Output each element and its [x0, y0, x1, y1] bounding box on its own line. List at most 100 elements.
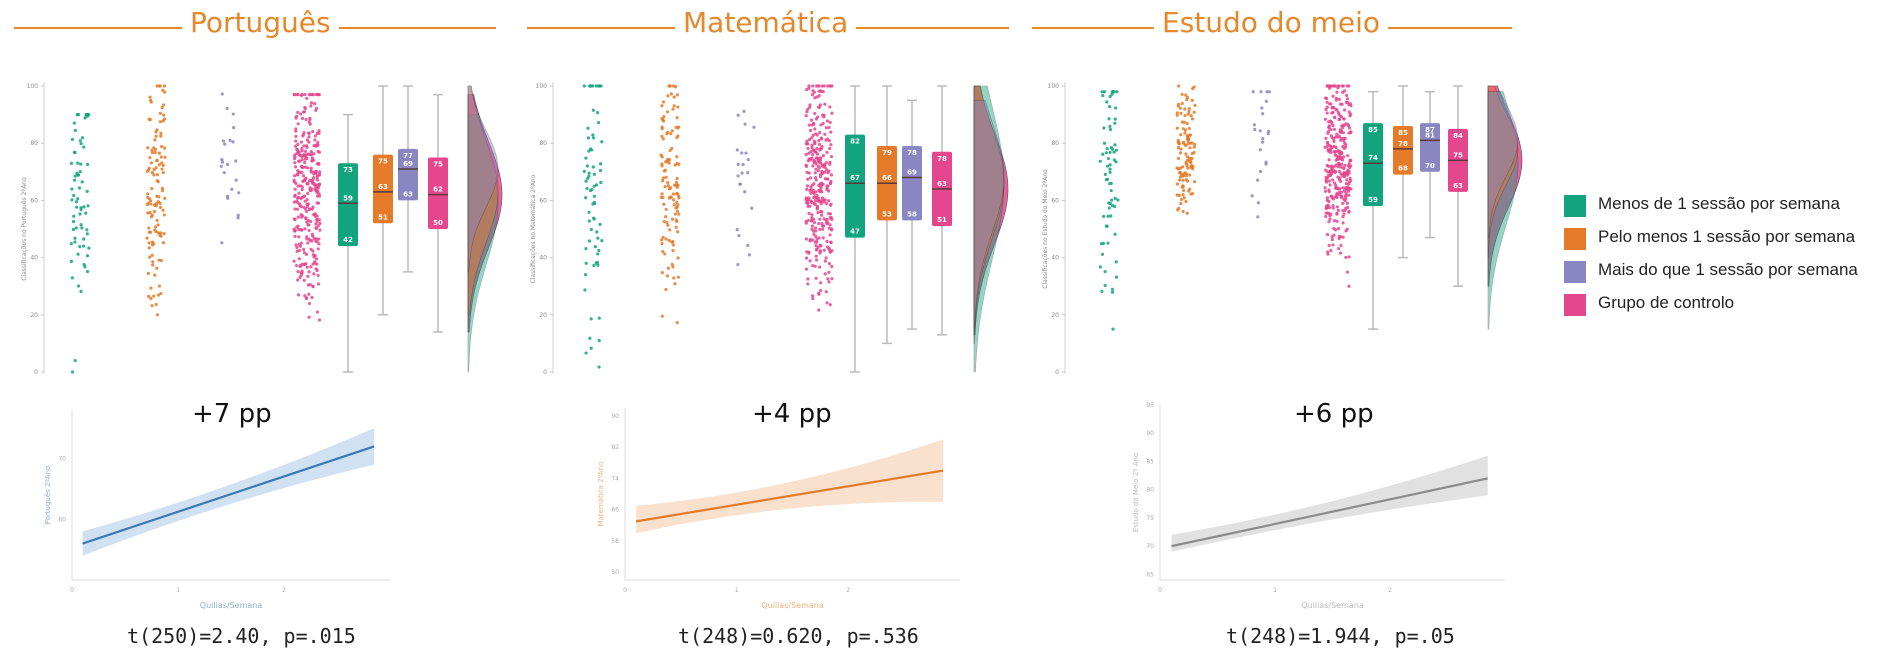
data-point [811, 133, 815, 137]
data-point [1331, 169, 1335, 174]
data-point [597, 339, 601, 343]
panel-title-estudo-do-meio: Estudo do meio [1032, 6, 1512, 46]
box-value-label: 59 [343, 194, 353, 202]
data-point [299, 228, 304, 232]
data-point [662, 119, 666, 123]
data-point [676, 256, 680, 260]
data-point [1259, 90, 1263, 94]
data-point [231, 112, 235, 116]
data-point [308, 283, 312, 287]
data-point [155, 159, 159, 163]
box-body [428, 157, 448, 229]
data-point [1175, 111, 1179, 115]
legend-label: Mais do que 1 sessão por semana [1598, 260, 1858, 279]
data-point [591, 165, 595, 169]
data-point [820, 198, 824, 203]
data-point [675, 185, 679, 189]
data-point [672, 95, 676, 99]
data-point [315, 214, 319, 218]
data-point [296, 110, 300, 114]
data-point [815, 207, 819, 211]
data-point [299, 241, 303, 245]
data-point [817, 199, 821, 203]
data-point [1112, 158, 1116, 162]
data-point [597, 365, 601, 369]
data-point [163, 155, 167, 159]
data-point [828, 233, 832, 237]
data-point [671, 192, 676, 196]
data-point [312, 272, 316, 276]
data-point [1327, 188, 1331, 192]
data-point [807, 123, 811, 127]
data-point [150, 253, 154, 257]
data-point [817, 292, 821, 296]
data-point [1331, 124, 1335, 128]
y-tick-label: 100 [536, 83, 548, 90]
data-point [74, 200, 79, 204]
data-point [1105, 164, 1110, 168]
data-point [589, 84, 593, 88]
data-point [146, 146, 150, 150]
raincloud-panel: 0 20 40 60 80 100 Classificações no Matemática… [530, 82, 1009, 376]
data-point [161, 163, 165, 167]
data-point [317, 150, 321, 154]
data-point [296, 278, 300, 282]
data-point [305, 138, 310, 142]
data-point [1184, 199, 1188, 204]
data-point [315, 183, 319, 187]
data-point [1108, 167, 1112, 171]
box-value-label: 73 [343, 166, 353, 174]
data-point [599, 180, 603, 185]
data-point [1347, 255, 1351, 259]
data-point [582, 169, 586, 173]
data-point [1341, 235, 1345, 239]
data-point [584, 179, 588, 183]
data-point [152, 294, 156, 298]
data-point [815, 240, 819, 244]
data-point [1325, 163, 1329, 168]
raincloud-panel: 0 20 40 60 80 100 Classificações no Português … [21, 82, 503, 376]
data-point [1337, 97, 1341, 101]
data-point [819, 289, 823, 293]
box-value-label: 75 [378, 158, 388, 166]
regression-line [82, 445, 375, 545]
data-point [146, 271, 151, 275]
data-point [1348, 178, 1353, 182]
data-point [162, 117, 167, 121]
box-value-label: 53 [882, 210, 892, 218]
data-point [1325, 111, 1329, 115]
data-point [300, 170, 304, 175]
data-point [1339, 243, 1343, 248]
density-cloud [1487, 85, 1519, 258]
data-point [828, 105, 832, 109]
data-point [582, 84, 586, 88]
data-point [815, 258, 819, 262]
data-point [69, 242, 73, 246]
data-point [162, 231, 166, 236]
data-point [1340, 84, 1344, 88]
regression-line [1171, 477, 1488, 548]
data-point [1186, 166, 1190, 170]
data-point [1324, 211, 1328, 215]
data-point [1181, 174, 1185, 178]
data-point [1176, 102, 1181, 106]
data-point [816, 245, 820, 250]
data-point [817, 196, 821, 200]
data-point [675, 205, 679, 209]
data-point [296, 173, 300, 177]
data-point [159, 131, 163, 135]
data-point [819, 188, 823, 193]
box-value-label: 82 [850, 138, 860, 146]
box-value-label: 81 [1425, 131, 1435, 139]
data-point [304, 296, 309, 300]
data-point [295, 207, 300, 211]
data-point [670, 129, 674, 133]
data-point [819, 184, 823, 188]
data-point [302, 110, 306, 114]
data-point [156, 223, 160, 227]
data-point [823, 170, 827, 174]
data-point [305, 166, 310, 170]
data-point [296, 92, 300, 97]
data-point [315, 219, 319, 224]
data-point [1184, 178, 1188, 182]
